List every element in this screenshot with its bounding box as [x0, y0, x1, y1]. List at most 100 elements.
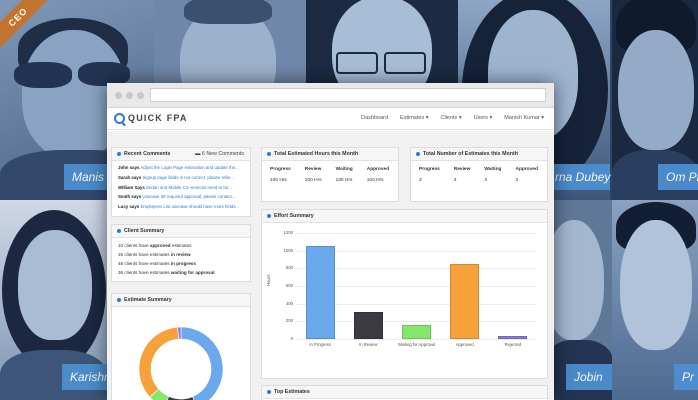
comment-text: Adjust the Login Page estimation and upd…: [140, 165, 239, 170]
y-tick-label: 800: [285, 265, 293, 271]
team-name-tag: Jobin: [566, 364, 612, 390]
comment-text: Signup page fields is not correct, pleas…: [142, 174, 234, 180]
nav-clients[interactable]: Clients ▾: [440, 115, 462, 121]
gridline: [296, 303, 537, 305]
comment-author: Smith says: [118, 194, 142, 200]
address-bar[interactable]: [150, 88, 546, 102]
nav-users[interactable]: Users ▾: [473, 115, 493, 121]
nav-estimates[interactable]: Estimates ▾: [400, 115, 429, 121]
y-tick-label: 200: [285, 318, 293, 324]
col-header: Approved: [366, 167, 390, 172]
x-tick-label: In Review: [359, 342, 378, 347]
bar-in-progress[interactable]: [305, 246, 335, 339]
estimates-count-table: Progress Review Waiting Approved 3 3 3 3: [419, 167, 552, 183]
comment-item[interactable]: Sarah says Signup page fields is not cor…: [112, 173, 250, 183]
panel-header: Client Summary: [112, 225, 250, 238]
browser-window: QUICK FPA Dashboard Estimates ▾ Clients …: [107, 83, 554, 400]
comment-item[interactable]: William Says Sedan and Mobile CS version…: [112, 183, 250, 193]
dashboard: Recent Comments ▬ 6 New Comments John sa…: [107, 131, 554, 400]
panel-header: Recent Comments ▬ 6 New Comments: [112, 148, 250, 161]
comment-author: William Says: [118, 184, 145, 190]
team-name-tag: rna Dubey: [547, 164, 610, 190]
team-photo-7: [612, 200, 698, 400]
client-summary-row: 36 clients have estimates waiting for ap…: [118, 270, 215, 275]
cell-value: 130 Hrs: [335, 178, 353, 183]
comment-item[interactable]: John says Adjust the Login Page estimati…: [112, 163, 250, 173]
gridline: [296, 250, 537, 252]
comment-item[interactable]: Lucy says Employees List usecase should …: [112, 202, 250, 212]
client-summary-row: 26 clients have estimates in review: [118, 252, 191, 257]
col-header: Review: [453, 167, 471, 172]
x-tick-label: Rejected: [504, 342, 522, 347]
gridline: [296, 233, 537, 234]
hours-table: Progress Review Waiting Approved 100 Hrs…: [270, 167, 403, 183]
nav-user-menu[interactable]: Manish Kumar ▾: [504, 115, 544, 121]
panel-title: Effort Summary: [274, 213, 314, 219]
effort-bar-chart: 0 200 400 600 800 1000 1200 Hours In Progress In …: [262, 223, 547, 378]
panel-title: Top Estimates: [274, 389, 310, 395]
estimate-donut-chart: [138, 326, 224, 400]
badge-label: 6 New Comments: [201, 151, 244, 157]
client-summary-row: 48 clients have estimates in progress: [118, 261, 196, 266]
bar-rejected[interactable]: [498, 336, 528, 339]
x-tick-label: Waiting for Approval: [397, 342, 436, 347]
panel-header: Total Number of Estimates this Month: [411, 148, 547, 161]
gridline: [296, 321, 537, 323]
team-name-tag: Pr: [674, 364, 698, 390]
window-dot-icon[interactable]: [137, 92, 144, 99]
logo-icon: [114, 113, 125, 124]
top-estimates-panel: Top Estimates: [261, 385, 548, 400]
panel-title: Estimate Summary: [124, 297, 172, 303]
effort-summary-panel: Effort Summary 0 200 400 600 800 1000 1200 Hour…: [261, 209, 548, 379]
donut-slice-approved[interactable]: [138, 326, 179, 398]
bar-waiting-for-approval[interactable]: [402, 324, 431, 339]
y-tick-label: 1000: [283, 247, 293, 253]
panel-title: Recent Comments: [124, 151, 171, 157]
window-dot-icon[interactable]: [115, 92, 122, 99]
new-comments-badge[interactable]: ▬ 6 New Comments: [195, 151, 244, 157]
team-photo-2: [154, 0, 306, 83]
panel-title: Total Estimated Hours this Month: [274, 151, 359, 157]
comment-author: Sarah says: [118, 174, 142, 180]
team-photo-3: [306, 0, 458, 83]
comment-text: Sedan and Mobile CS versions need to be.…: [146, 184, 232, 190]
donut-slice-rejected[interactable]: [177, 326, 182, 340]
y-tick-label: 1200: [283, 230, 293, 235]
panel-header: Top Estimates: [262, 386, 547, 399]
bar-approved[interactable]: [450, 263, 480, 339]
gridline: [296, 286, 537, 287]
y-axis-label: Hours: [266, 274, 271, 286]
col-header: Waiting: [335, 167, 353, 172]
donut-slice-in-progress[interactable]: [180, 326, 224, 400]
app-logo[interactable]: QUICK FPA: [128, 113, 188, 123]
y-tick-label: 600: [285, 283, 293, 288]
cell-value: 3: [453, 178, 457, 183]
recent-comments-panel: Recent Comments ▬ 6 New Comments John sa…: [111, 147, 251, 217]
panel-header: Effort Summary: [262, 210, 547, 223]
client-summary-row: 10 clients have approved estimates: [118, 243, 192, 248]
comment-text: Usecase 39 required approval, please con…: [142, 194, 236, 200]
app-header: QUICK FPA Dashboard Estimates ▾ Clients …: [107, 108, 554, 130]
comment-text: Employees List usecase should have more …: [140, 204, 240, 210]
browser-chrome: [107, 83, 554, 108]
panel-title: Total Number of Estimates this Month: [423, 151, 518, 157]
donut-slice-in-review[interactable]: [164, 396, 197, 400]
cell-value: 100 Hrs: [270, 178, 287, 183]
total-estimates-panel: Total Number of Estimates this Month Pro…: [410, 147, 548, 202]
col-header: Progress: [419, 167, 440, 172]
nav-dashboard[interactable]: Dashboard: [361, 115, 389, 121]
client-summary-panel: Client Summary 10 clients have approved …: [111, 224, 251, 282]
window-dot-icon[interactable]: [126, 92, 133, 99]
y-tick-label: 0: [290, 336, 293, 341]
cell-value: 100 Hrs: [304, 178, 322, 183]
y-tick-label: 400: [285, 300, 293, 306]
comment-item[interactable]: Smith says Usecase 39 required approval,…: [112, 192, 250, 202]
x-tick-label: In Progress: [309, 342, 331, 347]
col-header: Progress: [270, 167, 291, 172]
comment-author: Lucy says: [118, 204, 140, 210]
cell-value: 3: [419, 178, 422, 183]
panel-header: Estimate Summary: [112, 294, 250, 307]
col-header: Approved: [515, 167, 538, 172]
bar-in-review[interactable]: [353, 311, 383, 339]
